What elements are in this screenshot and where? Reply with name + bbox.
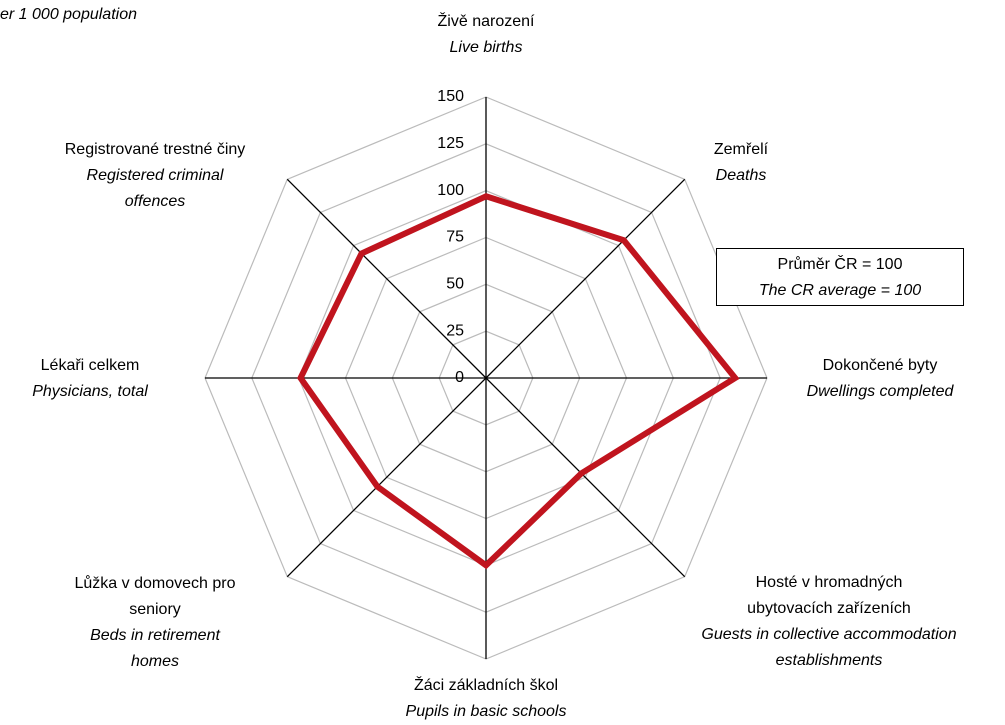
subtitle: er 1 000 population [0,6,137,23]
annotation-box: Průměr ČR = 100 The CR average = 100 [716,248,964,306]
axis-line [286,377,487,578]
y-tick-label: 50 [446,276,464,293]
category-en: Live births [449,39,523,56]
category-cz: Žáci základních škol [413,677,559,694]
data-line [297,193,740,570]
category-cz: Hosté v hromadných ubytovacích zařízeníc… [747,574,911,617]
y-tick-label: 125 [437,135,464,152]
category-label: Dokončené byty Dwellings completed [760,353,1000,405]
annotation: Průměr ČR = 100 [777,256,903,273]
category-en: Beds in retirement homes [90,627,220,670]
category-label: Registrované trestné činy Registered crim… [25,137,285,215]
axis-line [286,178,487,379]
annotation: The CR average = 100 [758,282,922,299]
y-tick-label: 150 [437,88,464,105]
category-en: Guests in collective accommodation estab… [701,626,957,669]
y-tick-label: 0 [455,369,464,386]
category-en: Deaths [715,167,767,184]
category-label: Lékaři celkem Physicians, total [0,353,180,405]
category-cz: Dokončené byty [822,357,938,374]
category-en: Pupils in basic schools [405,703,567,720]
axis-line [485,178,686,379]
y-tick-label: 75 [446,229,464,246]
category-cz: Lékaři celkem [40,357,140,374]
category-cz: Registrované trestné činy [64,141,246,158]
y-tick-label: 100 [437,182,464,199]
category-en: Dwellings completed [806,383,954,400]
category-en: Physicians, total [32,383,148,400]
category-label: Lůžka v domovech pro seniory Beds in reti… [70,571,240,675]
category-en: Registered criminal offences [86,167,224,210]
category-label: Hosté v hromadných ubytovacích zařízeníc… [657,570,1002,674]
axis-line [485,377,686,578]
category-label: Žáci základních škol Pupils in basic scho… [361,673,611,725]
category-cz: Živě narození [437,13,535,30]
y-tick-label: 25 [446,322,464,339]
category-label: Živě narození Live births [361,9,611,61]
category-cz: Zemřelí [713,141,769,158]
category-label: Zemřelí Deaths [681,137,801,189]
category-cz: Lůžka v domovech pro seniory [74,575,236,618]
